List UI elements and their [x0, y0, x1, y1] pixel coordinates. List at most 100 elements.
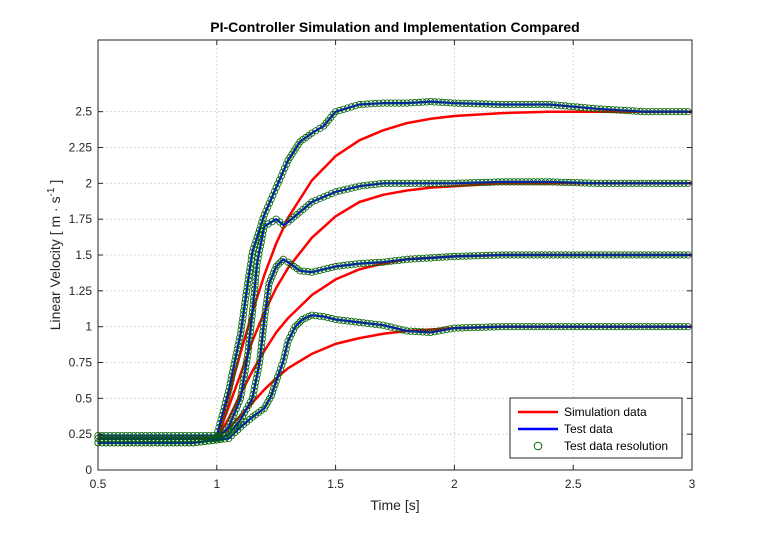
test-data-marker	[569, 251, 577, 259]
test-data-marker	[573, 103, 581, 111]
test-data-marker	[478, 252, 486, 260]
test-data-marker	[640, 179, 649, 187]
test-data-marker	[118, 439, 126, 447]
test-data-marker	[514, 100, 522, 109]
test-data-marker	[514, 251, 522, 259]
test-data-marker	[274, 180, 282, 188]
test-data-marker	[271, 381, 279, 389]
test-data-marker	[335, 262, 344, 270]
test-data-marker	[415, 179, 423, 187]
test-data-marker	[272, 184, 280, 192]
test-data-marker	[434, 98, 443, 106]
test-data-marker	[510, 178, 518, 186]
test-data-marker	[234, 341, 242, 349]
simulation-line-4	[98, 110, 692, 440]
test-data-marker	[411, 255, 419, 263]
test-data-marker	[510, 100, 518, 109]
test-data-marker	[549, 101, 558, 109]
test-data-marker	[327, 263, 336, 271]
test-data-marker	[226, 379, 234, 388]
test-data-marker	[415, 255, 423, 263]
test-data-marker	[486, 251, 494, 259]
test-data-marker	[529, 100, 538, 109]
test-data-marker	[250, 244, 258, 252]
test-data-marker	[399, 326, 407, 334]
test-data-marker	[613, 179, 621, 187]
test-data-marker	[561, 251, 569, 259]
test-data-marker	[245, 268, 254, 276]
test-data-marker	[114, 439, 122, 447]
test-data-marker	[470, 252, 478, 260]
test-data-marker	[371, 258, 379, 267]
test-data-marker	[268, 388, 277, 396]
test-data-marker	[537, 100, 546, 109]
y-tick-label: 2	[85, 176, 92, 190]
test-data-marker	[632, 107, 641, 115]
test-data-marker	[278, 361, 286, 369]
test-data-marker	[648, 179, 657, 187]
test-data-marker	[403, 99, 411, 107]
test-data-marker	[525, 251, 534, 259]
test-data-marker	[664, 179, 672, 187]
test-data-marker	[149, 431, 157, 440]
test-data-marker	[165, 439, 173, 447]
test-data-marker	[264, 203, 272, 211]
test-data-marker	[331, 262, 340, 271]
test-data-marker	[387, 99, 395, 107]
test-data-marker	[98, 439, 106, 447]
test-data-marker	[450, 324, 458, 332]
test-data-marker	[628, 107, 637, 115]
test-data-marker	[272, 377, 280, 385]
test-data-marker	[102, 439, 110, 447]
test-data-marker	[423, 98, 431, 106]
test-data-marker	[253, 370, 261, 378]
test-data-marker	[510, 251, 518, 259]
test-data-marker	[275, 176, 284, 184]
y-tick-label: 0	[85, 463, 92, 477]
legend-simulation-label: Simulation data	[564, 405, 647, 419]
test-data-marker	[240, 303, 248, 311]
test-data-marker	[525, 323, 534, 331]
test-data-marker	[486, 178, 494, 186]
test-data-marker	[632, 323, 641, 331]
test-data-marker	[407, 179, 415, 187]
y-axis-label-main: Linear Velocity [ m · s	[47, 196, 63, 330]
test-data-marker	[525, 178, 534, 186]
test-data-marker	[498, 323, 506, 331]
test-data-marker	[466, 99, 474, 108]
test-data-marker	[668, 251, 676, 259]
test-data-marker	[229, 364, 237, 372]
test-data-marker	[258, 339, 266, 347]
test-data-marker	[624, 251, 633, 259]
test-data-marker	[122, 439, 130, 447]
test-data-marker	[458, 99, 466, 107]
test-data-marker	[434, 327, 443, 335]
test-data-marker	[228, 416, 236, 424]
test-data-marker	[247, 324, 255, 332]
test-data-marker	[537, 178, 546, 186]
test-data-marker	[324, 264, 332, 272]
test-data-marker	[529, 178, 538, 186]
test-data-marker	[565, 178, 573, 187]
test-data-marker	[308, 268, 316, 276]
test-data-marker	[205, 431, 213, 440]
test-data-marker	[251, 281, 259, 289]
test-data-marker	[498, 178, 506, 186]
test-data-marker	[252, 273, 260, 282]
test-data-marker	[632, 179, 641, 187]
test-data-marker	[617, 179, 625, 187]
test-data-marker	[229, 368, 237, 376]
test-data-marker	[185, 439, 193, 447]
test-data-marker	[229, 412, 237, 420]
test-data-marker	[240, 307, 248, 315]
test-data-marker	[256, 242, 264, 250]
test-data-marker	[621, 251, 629, 259]
test-data-marker	[486, 100, 494, 108]
test-data-marker	[247, 260, 255, 268]
test-data-marker	[403, 327, 411, 335]
test-data-marker	[197, 431, 205, 440]
test-data-marker	[601, 179, 609, 187]
test-data-marker	[450, 252, 458, 260]
test-data-marker	[272, 262, 280, 271]
test-data-marker	[234, 401, 242, 410]
